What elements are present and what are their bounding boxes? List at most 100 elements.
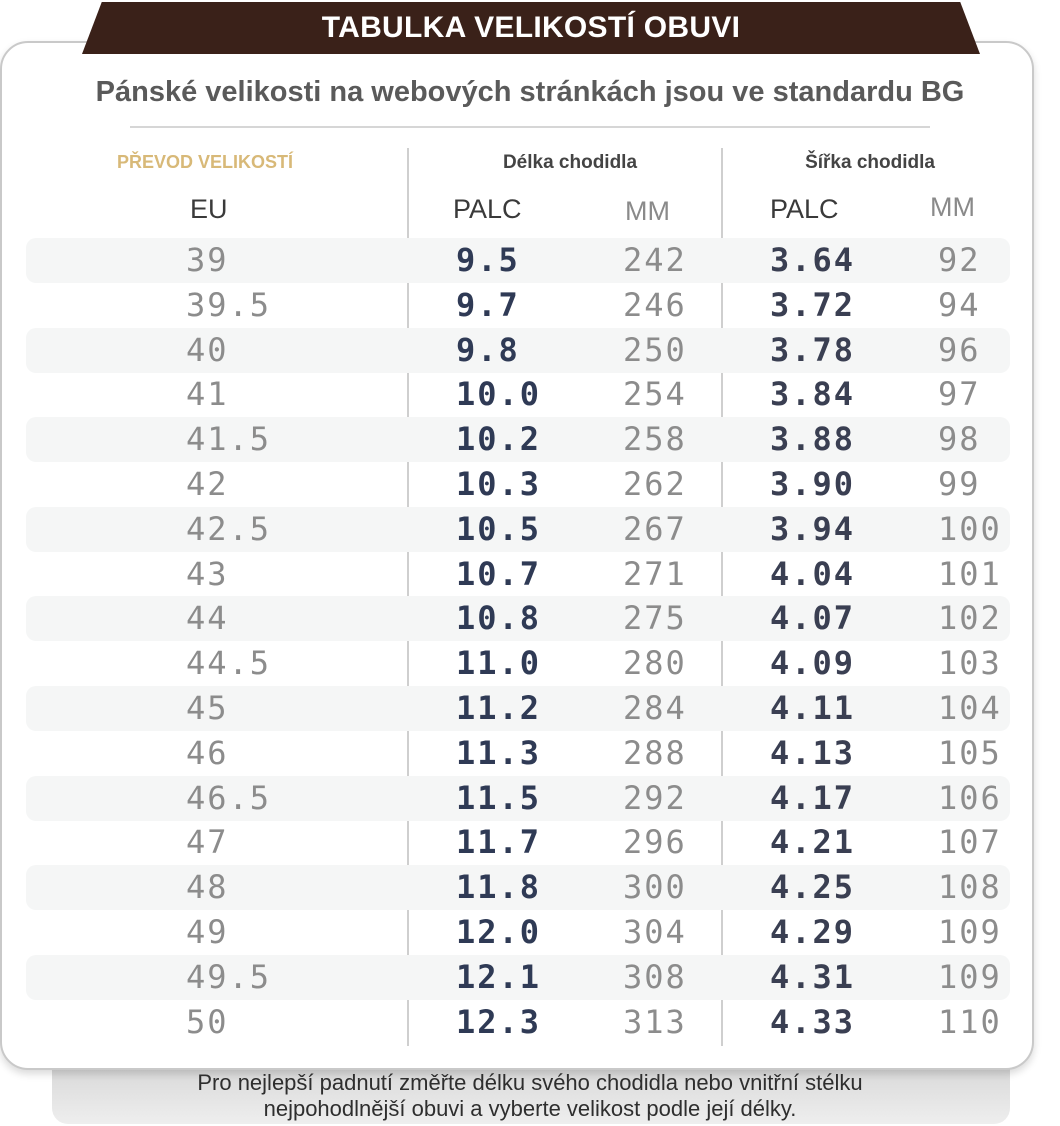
column-header-palc-width: PALC (770, 194, 839, 224)
length-mm-cell: 271 (623, 555, 687, 593)
width-mm-cell: 92 (938, 241, 981, 279)
width-inches-cell: 4.29 (770, 913, 856, 951)
length-inches-cell: 9.8 (456, 331, 520, 369)
column-header-palc-length: PALC (453, 194, 522, 224)
length-inches-cell: 11.5 (456, 779, 542, 817)
width-inches-cell: 4.17 (770, 779, 856, 817)
conversion-label: PŘEVOD VELIKOSTÍ (117, 152, 294, 172)
width-inches-cell: 3.78 (770, 331, 856, 369)
length-mm-cell: 250 (623, 331, 687, 369)
width-inches-cell: 3.88 (770, 420, 856, 458)
length-mm-cell: 296 (623, 823, 687, 861)
length-inches-cell: 11.3 (456, 734, 542, 772)
length-mm-cell: 284 (623, 689, 687, 727)
length-inches-cell: 10.7 (456, 555, 542, 593)
length-inches-cell: 12.0 (456, 913, 542, 951)
footer-line-1: Pro nejlepší padnutí změřte délku svého … (197, 1070, 863, 1095)
table-row-background (26, 865, 1010, 910)
width-inches-cell: 4.11 (770, 689, 856, 727)
length-mm-cell: 308 (623, 958, 687, 996)
footer-band (52, 1068, 1010, 1124)
length-mm-cell: 262 (623, 465, 687, 503)
length-inches-cell: 12.1 (456, 958, 542, 996)
width-mm-cell: 98 (938, 420, 981, 458)
length-inches-cell: 9.7 (456, 286, 520, 324)
size-eu-cell: 41.5 (186, 420, 272, 458)
length-mm-cell: 258 (623, 420, 687, 458)
size-eu-cell: 42 (186, 465, 229, 503)
length-inches-cell: 11.7 (456, 823, 542, 861)
width-inches-cell: 3.72 (770, 286, 856, 324)
width-inches-cell: 4.33 (770, 1003, 856, 1041)
length-inches-cell: 10.3 (456, 465, 542, 503)
size-eu-cell: 44 (186, 599, 229, 637)
width-mm-cell: 100 (938, 510, 1002, 548)
size-eu-cell: 43 (186, 555, 229, 593)
length-inches-cell: 10.0 (456, 375, 542, 413)
length-mm-cell: 300 (623, 868, 687, 906)
width-inches-cell: 4.31 (770, 958, 856, 996)
size-eu-cell: 50 (186, 1003, 229, 1041)
length-mm-cell: 254 (623, 375, 687, 413)
length-mm-cell: 280 (623, 644, 687, 682)
length-group-header: Délka chodidla (502, 152, 638, 173)
page-title: TABULKA VELIKOSTÍ OBUVI (321, 11, 741, 44)
size-eu-cell: 49.5 (186, 958, 272, 996)
width-mm-cell: 97 (938, 375, 981, 413)
footer-note: Pro nejlepší padnutí změřte délku svého … (0, 1070, 1060, 1122)
length-mm-cell: 246 (623, 286, 687, 324)
width-mm-cell: 106 (938, 779, 1002, 817)
width-mm-cell: 109 (938, 913, 1002, 951)
width-mm-cell: 96 (938, 331, 981, 369)
size-eu-cell: 39.5 (186, 286, 272, 324)
column-header-eu: EU (190, 194, 228, 224)
width-mm-cell: 108 (938, 868, 1002, 906)
width-inches-cell: 3.64 (770, 241, 856, 279)
width-mm-cell: 110 (938, 1003, 1002, 1041)
size-eu-cell: 46 (186, 734, 229, 772)
length-inches-cell: 12.3 (456, 1003, 542, 1041)
subtitle: Pánské velikosti na webových stránkách j… (95, 76, 965, 108)
width-mm-cell: 101 (938, 555, 1002, 593)
size-eu-cell: 41 (186, 375, 229, 413)
size-eu-cell: 48 (186, 868, 229, 906)
width-mm-cell: 107 (938, 823, 1002, 861)
width-inches-cell: 4.04 (770, 555, 856, 593)
table-row-background (26, 238, 1010, 283)
width-inches-cell: 4.25 (770, 868, 856, 906)
size-eu-cell: 45 (186, 689, 229, 727)
size-eu-cell: 42.5 (186, 510, 272, 548)
table-row-background (26, 776, 1010, 821)
width-inches-cell: 3.84 (770, 375, 856, 413)
length-inches-cell: 9.5 (456, 241, 520, 279)
divider (130, 126, 930, 128)
width-mm-cell: 102 (938, 599, 1002, 637)
header-tab (82, 2, 980, 54)
footer-line-2: nejpohodlnější obuvi a vyberte velikost … (263, 1096, 797, 1121)
width-mm-cell: 99 (938, 465, 981, 503)
size-eu-cell: 39 (186, 241, 229, 279)
length-mm-cell: 275 (623, 599, 687, 637)
table-row-background (26, 686, 1010, 731)
table-row-background (26, 955, 1010, 1000)
width-inches-cell: 4.21 (770, 823, 856, 861)
width-mm-cell: 103 (938, 644, 1002, 682)
size-eu-cell: 46.5 (186, 779, 272, 817)
size-eu-cell: 44.5 (186, 644, 272, 682)
length-mm-cell: 304 (623, 913, 687, 951)
table-row-background (26, 417, 1010, 462)
table-row-background (26, 328, 1010, 373)
width-mm-cell: 104 (938, 689, 1002, 727)
column-header-mm-length: MM (625, 196, 670, 226)
length-inches-cell: 11.0 (456, 644, 542, 682)
size-eu-cell: 47 (186, 823, 229, 861)
table-row-background (26, 596, 1010, 641)
width-inches-cell: 4.13 (770, 734, 856, 772)
column-header-mm-width: MM (930, 192, 975, 222)
length-mm-cell: 292 (623, 779, 687, 817)
table-row-background (26, 507, 1010, 552)
length-inches-cell: 11.2 (456, 689, 542, 727)
width-mm-cell: 105 (938, 734, 1002, 772)
length-inches-cell: 10.2 (456, 420, 542, 458)
length-mm-cell: 313 (623, 1003, 687, 1041)
